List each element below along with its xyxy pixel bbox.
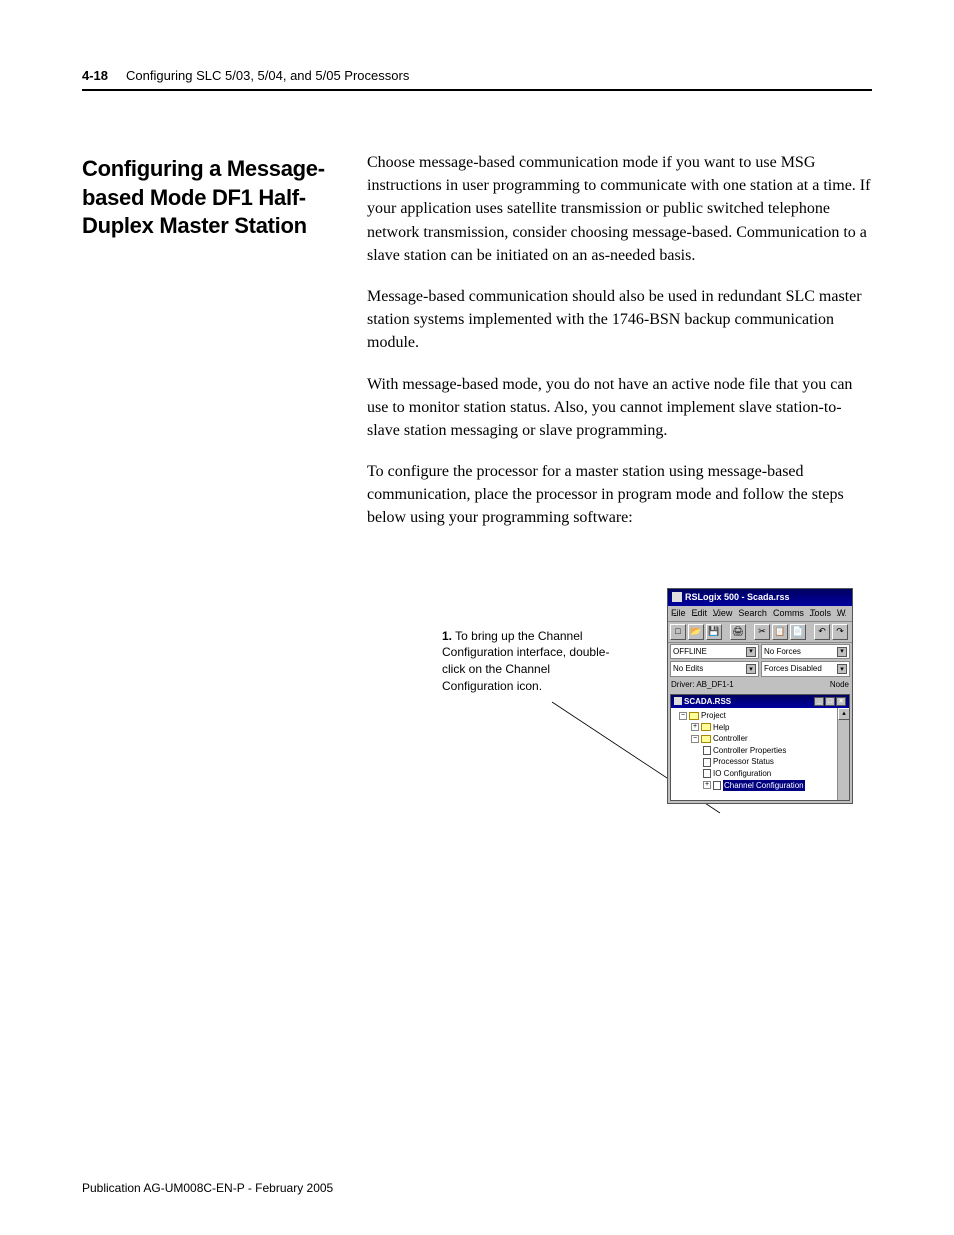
window-title: RSLogix 500 - Scada.rss bbox=[685, 591, 790, 604]
collapse-icon[interactable]: − bbox=[679, 712, 687, 720]
header-rule bbox=[82, 89, 872, 91]
menu-file[interactable]: File bbox=[671, 607, 686, 620]
app-icon bbox=[672, 592, 682, 602]
toolbar-redo-icon[interactable]: ↷ bbox=[832, 624, 848, 640]
folder-icon bbox=[689, 712, 699, 720]
screenshot: RSLogix 500 - Scada.rss File Edit View S… bbox=[667, 588, 853, 804]
callout-number: 1. bbox=[442, 629, 452, 643]
callout-text: To bring up the Channel Configuration in… bbox=[442, 629, 609, 693]
toolbar-paste-icon[interactable]: 📄 bbox=[790, 624, 806, 640]
scroll-up-icon[interactable]: ▴ bbox=[838, 708, 849, 720]
dropdown-arrow-icon[interactable]: ▾ bbox=[746, 664, 756, 674]
project-title: SCADA.RSS bbox=[684, 696, 731, 708]
tree-item-channel-configuration[interactable]: + Channel Configuration bbox=[673, 780, 847, 792]
tree-node-project[interactable]: − Project bbox=[673, 710, 847, 722]
status-offline[interactable]: OFFLINE ▾ bbox=[670, 644, 759, 660]
body-paragraph: Choose message-based communication mode … bbox=[367, 151, 872, 267]
toolbar-cut-icon[interactable]: ✂ bbox=[754, 624, 770, 640]
body-paragraph: Message-based communication should also … bbox=[367, 285, 872, 355]
titlebar: RSLogix 500 - Scada.rss bbox=[668, 589, 852, 606]
toolbar-new-icon[interactable]: □ bbox=[670, 624, 686, 640]
expand-icon[interactable]: + bbox=[703, 781, 711, 789]
menu-window[interactable]: W bbox=[837, 607, 846, 620]
tree-node-controller[interactable]: − Controller bbox=[673, 733, 847, 745]
properties-icon bbox=[703, 746, 711, 755]
driver-row: Driver: AB_DF1-1 Node bbox=[668, 678, 852, 692]
project-tree: − Project + Help − bbox=[671, 708, 849, 800]
status-icon bbox=[703, 758, 711, 767]
tree-item-controller-properties[interactable]: Controller Properties bbox=[673, 745, 847, 757]
menu-comms[interactable]: Comms bbox=[773, 607, 804, 620]
status-forces[interactable]: No Forces ▾ bbox=[761, 644, 850, 660]
page-number: 4-18 bbox=[82, 68, 108, 83]
status-edits[interactable]: No Edits ▾ bbox=[670, 661, 759, 677]
toolbar: □ 📂 💾 🖨 ✂ 📋 📄 ↶ ↷ bbox=[668, 622, 852, 643]
close-icon[interactable]: × bbox=[836, 697, 846, 706]
tree-node-help[interactable]: + Help bbox=[673, 722, 847, 734]
collapse-icon[interactable]: − bbox=[691, 735, 699, 743]
toolbar-open-icon[interactable]: 📂 bbox=[688, 624, 704, 640]
body-paragraph: To configure the processor for a master … bbox=[367, 460, 872, 530]
chapter-title: Configuring SLC 5/03, 5/04, and 5/05 Pro… bbox=[126, 68, 409, 83]
callout-step: 1. To bring up the Channel Configuration… bbox=[442, 628, 622, 695]
folder-icon bbox=[701, 723, 711, 731]
menu-search[interactable]: Search bbox=[738, 607, 767, 620]
toolbar-undo-icon[interactable]: ↶ bbox=[814, 624, 830, 640]
publication-footer: Publication AG-UM008C-EN-P - February 20… bbox=[82, 1181, 333, 1195]
minimize-icon[interactable]: _ bbox=[814, 697, 824, 706]
tree-item-processor-status[interactable]: Processor Status bbox=[673, 756, 847, 768]
body-text: Choose message-based communication mode … bbox=[367, 151, 872, 588]
page-header: 4-18 Configuring SLC 5/03, 5/04, and 5/0… bbox=[82, 68, 872, 83]
toolbar-copy-icon[interactable]: 📋 bbox=[772, 624, 788, 640]
tree-scrollbar[interactable]: ▴ bbox=[837, 708, 849, 800]
body-paragraph: With message-based mode, you do not have… bbox=[367, 373, 872, 443]
dropdown-arrow-icon[interactable]: ▾ bbox=[837, 664, 847, 674]
io-icon bbox=[703, 769, 711, 778]
dropdown-arrow-icon[interactable]: ▾ bbox=[837, 647, 847, 657]
maximize-icon[interactable]: □ bbox=[825, 697, 835, 706]
expand-icon[interactable]: + bbox=[691, 723, 699, 731]
tree-item-io-configuration[interactable]: IO Configuration bbox=[673, 768, 847, 780]
menu-tools[interactable]: Tools bbox=[810, 607, 831, 620]
app-window: RSLogix 500 - Scada.rss File Edit View S… bbox=[667, 588, 853, 804]
dropdown-arrow-icon[interactable]: ▾ bbox=[746, 647, 756, 657]
status-forces-disabled[interactable]: Forces Disabled ▾ bbox=[761, 661, 850, 677]
toolbar-save-icon[interactable]: 💾 bbox=[706, 624, 722, 640]
menubar: File Edit View Search Comms Tools W bbox=[668, 606, 852, 622]
section-heading: Configuring a Message-based Mode DF1 Hal… bbox=[82, 155, 327, 241]
menu-view[interactable]: View bbox=[713, 607, 732, 620]
menu-edit[interactable]: Edit bbox=[692, 607, 708, 620]
project-icon bbox=[674, 697, 682, 705]
channel-icon bbox=[713, 781, 721, 790]
project-tree-window: SCADA.RSS _ □ × − bbox=[670, 694, 850, 802]
toolbar-print-icon[interactable]: 🖨 bbox=[730, 624, 746, 640]
folder-icon bbox=[701, 735, 711, 743]
